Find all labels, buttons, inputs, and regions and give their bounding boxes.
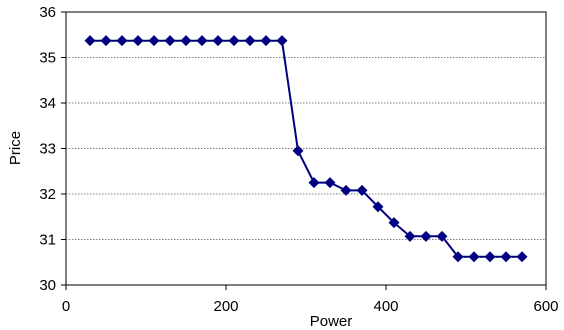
data-point-15: [324, 177, 336, 189]
x-tick-label-1: 200: [213, 298, 238, 315]
data-point-3: [132, 35, 144, 47]
axis-ticks: [61, 11, 547, 290]
data-point-22: [436, 230, 448, 242]
data-point-17: [356, 184, 368, 196]
y-tick-label-1: 31: [39, 232, 56, 249]
series-markers: [84, 35, 528, 263]
data-point-0: [84, 35, 96, 47]
data-point-18: [372, 201, 384, 213]
data-point-24: [468, 251, 480, 263]
y-tick-label-0: 30: [39, 277, 56, 294]
data-point-19: [388, 217, 400, 229]
data-point-23: [452, 251, 464, 263]
data-point-26: [500, 251, 512, 263]
series-line: [90, 39, 522, 258]
data-point-27: [516, 251, 528, 263]
data-point-11: [260, 35, 272, 47]
data-point-1: [100, 35, 112, 47]
y-tick-label-4: 34: [39, 95, 56, 112]
x-tick-label-3: 600: [533, 298, 558, 315]
y-tick-label-2: 32: [39, 186, 56, 203]
data-point-20: [404, 230, 416, 242]
y-tick-label-5: 35: [39, 50, 56, 67]
x-tick-label-2: 400: [373, 298, 398, 315]
x-tick-labels: 0 200 400 600: [62, 298, 559, 315]
y-tick-label-6: 36: [39, 4, 56, 21]
y-tick-label-3: 33: [39, 141, 56, 158]
data-point-16: [340, 184, 352, 196]
data-point-12: [276, 35, 288, 47]
data-point-25: [484, 251, 496, 263]
data-point-21: [420, 230, 432, 242]
data-point-4: [148, 35, 160, 47]
x-axis-label: Power: [310, 313, 353, 330]
y-axis-label: Price: [7, 131, 24, 165]
x-tick-label-0: 0: [62, 298, 70, 315]
data-point-2: [116, 35, 128, 47]
data-point-9: [228, 35, 240, 47]
data-point-10: [244, 35, 256, 47]
data-point-13: [292, 145, 304, 157]
y-tick-labels: 30 31 32 33 34 35 36: [39, 4, 56, 294]
data-point-14: [308, 177, 320, 189]
gridlines: [66, 57, 546, 240]
data-point-5: [164, 35, 176, 47]
data-point-7: [196, 35, 208, 47]
data-point-8: [212, 35, 224, 47]
data-point-6: [180, 35, 192, 47]
